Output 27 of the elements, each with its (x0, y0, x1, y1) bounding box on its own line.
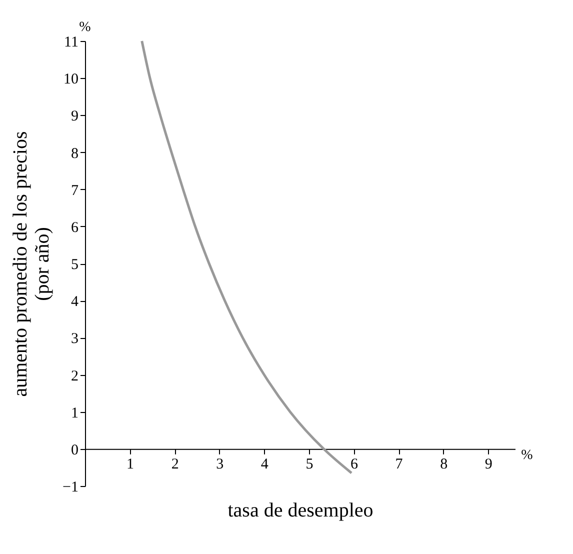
x-tick-label: 2 (171, 456, 179, 472)
y-tick-label: 5 (71, 257, 78, 273)
y-tick-label: 0 (71, 442, 78, 458)
text: % (521, 448, 534, 463)
x-tick-label: 6 (350, 456, 358, 472)
y-tick-label: 6 (71, 220, 79, 236)
y-tick-label: 4 (71, 294, 79, 310)
y-tick-label: 3 (71, 331, 78, 348)
x-tick-label: 7 (395, 456, 404, 472)
y-tick-label: 9 (71, 108, 78, 125)
x-tick-label: 8 (440, 456, 448, 472)
line-series (140, 40, 353, 474)
y-tick-label: −1 (62, 480, 78, 496)
y-tick-label: 1 (71, 405, 78, 422)
y-axis-title: aumento promedio de los precios (por año) (10, 131, 54, 397)
y-tick-label: 10 (64, 72, 78, 88)
x-tick-label: 5 (306, 456, 314, 472)
y-tick-label: 7 (71, 182, 79, 199)
x-tick-label: 9 (484, 456, 492, 472)
y-tick-label: 2 (71, 368, 78, 384)
y-tick-label: 11 (64, 34, 78, 50)
x-tick-label: 4 (260, 456, 269, 472)
text: % (79, 20, 92, 35)
x-tick-label: 1 (126, 456, 134, 472)
x-tick-label: 3 (216, 456, 224, 472)
x-axis-title: tasa de desempleo (228, 500, 374, 522)
y-tick-label: 8 (71, 146, 78, 162)
